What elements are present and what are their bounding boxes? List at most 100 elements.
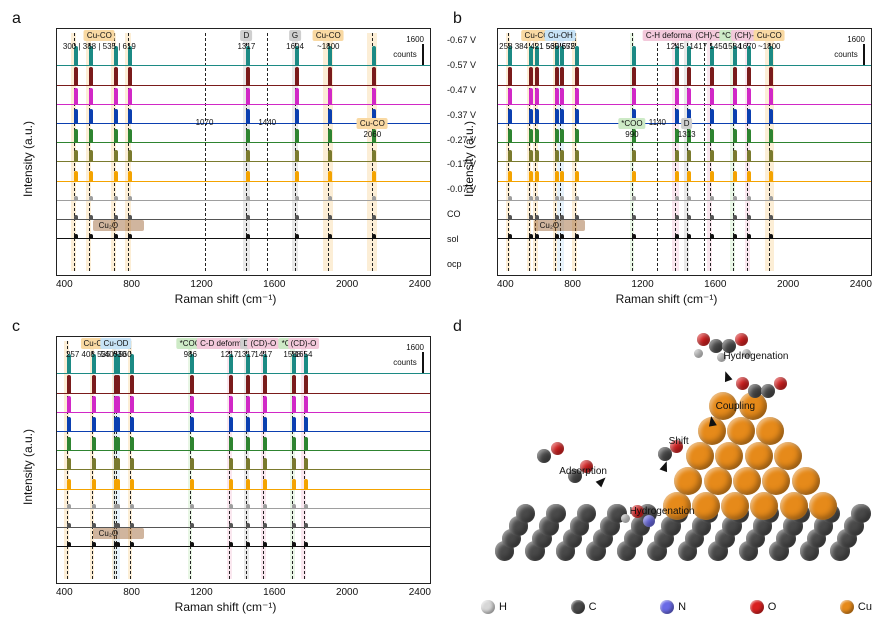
spectrum-trace [498, 236, 871, 239]
spectrum-trace [498, 159, 871, 162]
spectra-chart-a: 1600 counts Cu₂OCu-CO300 | 388 | 535 | 6… [56, 28, 431, 276]
x-tick: 2000 [336, 279, 358, 290]
spectrum-trace [57, 448, 430, 451]
spectrum-trace [498, 83, 871, 86]
peak-annotation: Cu-OD540~560 [100, 338, 131, 359]
scale-bar-unit: counts [393, 358, 417, 367]
atom-cu [762, 467, 790, 495]
mechanism-step-label: Shift [669, 436, 689, 447]
x-axis-label: Raman shift (cm⁻¹) [175, 292, 277, 306]
atom-cu [715, 442, 743, 470]
atom-cu [727, 417, 755, 445]
x-tick: 2000 [336, 587, 358, 598]
x-tick: 800 [123, 279, 140, 290]
atom-cu [721, 492, 749, 520]
mechanism-step-label: Hydrogenation [630, 506, 695, 517]
atom-cu [733, 467, 761, 495]
atom-c [761, 384, 775, 398]
mechanism-step-label: Hydrogenation [723, 351, 788, 362]
spectrum-trace [57, 140, 430, 143]
spectrum-trace [57, 102, 430, 105]
arrow-icon [707, 415, 717, 426]
atom-h [694, 349, 703, 358]
spectrum-trace [57, 371, 430, 374]
spectrum-trace [498, 198, 871, 201]
x-tick: 2400 [409, 279, 431, 290]
legend-swatch [660, 600, 674, 614]
spectrum-trace [498, 179, 871, 182]
x-tick: 1200 [190, 279, 212, 290]
x-tick: 400 [497, 279, 514, 290]
spectrum-trace [57, 179, 430, 182]
legend-label: C [589, 601, 597, 613]
scale-bar-value: 1600 [847, 35, 865, 44]
panel-label-b: b [453, 10, 462, 28]
peak-annotation: Cu-CO2060 [357, 118, 388, 139]
legend-item: C [571, 600, 597, 614]
atom-c [658, 447, 672, 461]
atom-o [774, 377, 787, 390]
atom-o [735, 333, 748, 346]
x-tick: 400 [56, 279, 73, 290]
legend-item: N [660, 600, 686, 614]
peak-annotation: (CD)-O1654 [288, 338, 320, 359]
panel-a: a Intensity (a.u.) 1600 counts Cu₂OCu-CO… [10, 10, 441, 308]
x-tick: 1600 [263, 587, 285, 598]
atom-c [851, 504, 871, 524]
atom-cu [704, 467, 732, 495]
x-tick: 800 [564, 279, 581, 290]
cu2o-region-label: Cu₂O [93, 220, 144, 231]
x-axis-label: Raman shift (cm⁻¹) [175, 600, 277, 614]
x-tick: 1200 [631, 279, 653, 290]
mechanism-step-label: Adsorption [559, 466, 607, 477]
spectrum-trace [57, 544, 430, 547]
spectrum-trace [57, 487, 430, 490]
scale-bar-unit: counts [834, 50, 858, 59]
scale-bar: 1600 counts [393, 343, 424, 374]
mechanism-illustration: Hydrogenation Coupling Shift Adsorption Hydr… [481, 336, 872, 586]
scale-bar: 1600 counts [834, 35, 865, 66]
spectrum-trace [57, 198, 430, 201]
peak-annotation: D1317 [237, 30, 255, 51]
y-axis-label: Intensity (a.u.) [21, 121, 35, 197]
atom-cu [674, 467, 702, 495]
y-axis-label: Intensity (a.u.) [462, 121, 476, 197]
x-ticks: 4008001200160020002400 [56, 279, 431, 290]
atom-c [577, 504, 597, 524]
panel-d: d HydrogenationCouplingShiftAdsorptionHy… [451, 318, 882, 616]
peak-annotation: Cu-OH560-575 [545, 30, 576, 51]
peak-annotation: G1604 [286, 30, 304, 51]
arrow-icon [722, 370, 733, 382]
legend-swatch [840, 600, 854, 614]
legend-item: H [481, 600, 507, 614]
panel-c: c Intensity (a.u.) 1600 counts Cu₂OCu-CO… [10, 318, 441, 616]
spectrum-trace [57, 410, 430, 413]
peak-annotation: 1140 [649, 118, 666, 127]
atom-cu [686, 442, 714, 470]
legend-label: Cu [858, 601, 872, 613]
scale-bar: 1600 counts [393, 35, 424, 66]
x-tick: 1200 [190, 587, 212, 598]
y-axis-label: Intensity (a.u.) [21, 429, 35, 505]
spectrum-trace [57, 506, 430, 509]
legend-swatch [571, 600, 585, 614]
scale-bar-value: 1600 [406, 343, 424, 352]
atom-cu [780, 492, 808, 520]
atom-cu [809, 492, 837, 520]
atom-cu [756, 417, 784, 445]
spectrum-trace [57, 467, 430, 470]
atom-c [537, 449, 551, 463]
cu2o-region-label: Cu₂O [534, 220, 585, 231]
x-tick: 1600 [704, 279, 726, 290]
spectra-chart-b: 1600 counts Cu₂OCu-CO258 384 421 535 652… [497, 28, 872, 276]
spectrum-trace [57, 63, 430, 66]
atom-c [748, 384, 762, 398]
peak-annotation: (CD)-O1417 [247, 338, 279, 359]
x-axis-label: Raman shift (cm⁻¹) [616, 292, 718, 306]
atom-c [709, 339, 723, 353]
mechanism-step-label: Coupling [716, 401, 755, 412]
atom-c [516, 504, 536, 524]
panel-label-c: c [12, 318, 20, 336]
spectrum-trace [57, 159, 430, 162]
spectrum-trace [498, 102, 871, 105]
